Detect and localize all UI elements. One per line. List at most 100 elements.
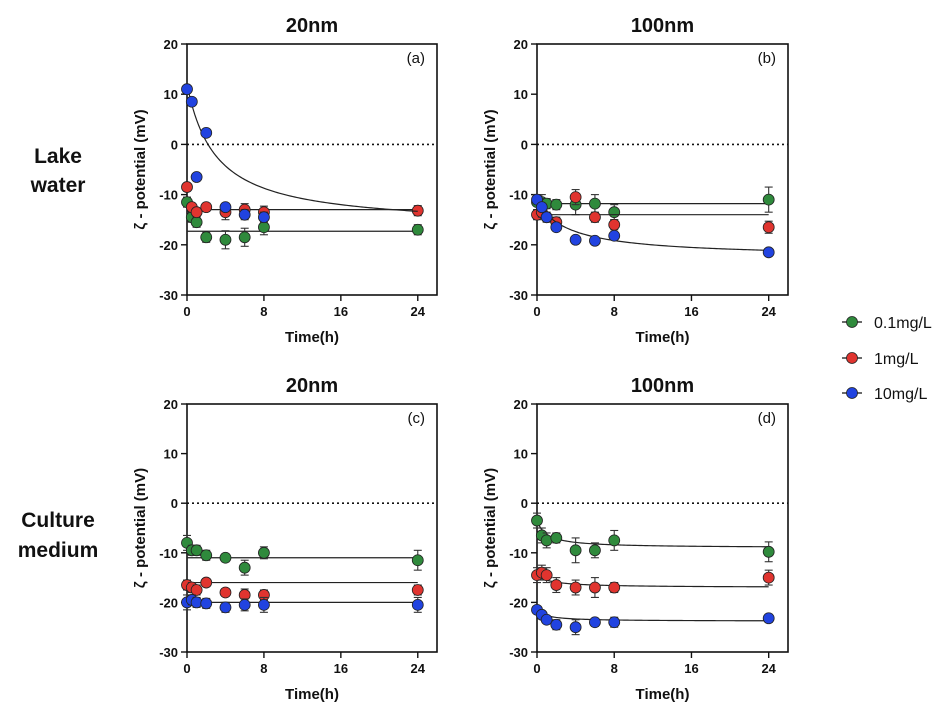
data-point [219, 551, 232, 564]
legend-label-0.1mg/L: 0.1mg/L [874, 315, 932, 332]
y-tick-label: 20 [514, 37, 528, 52]
data-point [550, 221, 563, 234]
data-point [589, 234, 601, 247]
data-point [219, 586, 232, 599]
data-point [569, 233, 582, 246]
series-1mg/L [181, 576, 424, 602]
data-point [200, 576, 213, 589]
panel-title: 20nm [286, 15, 338, 37]
x-tick-label: 24 [411, 304, 426, 319]
x-tick-label: 8 [611, 661, 618, 676]
data-point [762, 612, 775, 625]
y-axis-label: ζ - potential (mV) [132, 109, 149, 229]
data-point [535, 201, 548, 214]
x-axis-label: Time(h) [636, 329, 690, 346]
x-axis-label: Time(h) [285, 686, 339, 703]
y-tick-label: -30 [159, 288, 178, 303]
data-point [258, 598, 270, 611]
data-point [569, 191, 582, 204]
panel-tag: (b) [758, 50, 776, 67]
fit-curve [536, 520, 769, 548]
y-tick-label: 10 [514, 447, 528, 462]
chart-panel-1: 20nm (a) 20 10 0 -10 -20 -30 0 8 16 24 Time(h) ζ - po… [132, 15, 438, 346]
x-tick-label: 0 [183, 661, 190, 676]
panel-tag: (c) [408, 410, 426, 427]
fit-curve [536, 609, 769, 622]
data-point [540, 534, 553, 547]
data-point [762, 193, 775, 206]
data-point [411, 584, 424, 596]
plot-frame [186, 43, 438, 296]
panel-title: 100nm [631, 375, 694, 397]
x-tick-label: 0 [533, 304, 540, 319]
data-point [608, 616, 621, 629]
series-0.1mg/L [531, 512, 775, 564]
data-point [608, 581, 621, 594]
legend-item-1mg/L: 1mg/L [842, 351, 919, 368]
y-tick-label: -20 [159, 595, 178, 610]
series-10mg/L [531, 603, 775, 636]
fit-curve [186, 84, 418, 212]
row-label-lake-line1: Lake [34, 145, 82, 168]
data-point [589, 211, 601, 224]
data-point [569, 621, 582, 634]
x-tick-label: 0 [183, 304, 190, 319]
data-point [540, 613, 553, 626]
x-tick-label: 16 [684, 661, 698, 676]
plot-frame [186, 403, 438, 653]
data-point [411, 223, 424, 236]
x-tick-label: 8 [611, 304, 618, 319]
row-label-medium-line2: medium [18, 539, 99, 562]
series-1mg/L [181, 181, 424, 221]
legend-marker [846, 352, 858, 364]
y-tick-label: -10 [509, 188, 528, 203]
data-point [200, 126, 213, 139]
legend-item-0.1mg/L: 0.1mg/L [842, 315, 932, 332]
data-point [608, 218, 621, 231]
data-point [589, 581, 601, 594]
data-point [540, 211, 553, 224]
panel-title: 100nm [631, 15, 694, 37]
row-label-water-line2: water [30, 174, 86, 197]
y-tick-label: -30 [509, 645, 528, 660]
data-point [181, 83, 193, 96]
data-point [258, 546, 270, 559]
y-tick-label: -10 [159, 546, 178, 561]
fit-curve [536, 201, 769, 251]
data-point [608, 206, 621, 219]
x-axis-label: Time(h) [285, 329, 339, 346]
row-label-culture-line1: Culture [21, 509, 95, 532]
series-0.1mg/L [181, 534, 424, 576]
y-tick-label: -30 [159, 645, 178, 660]
data-point [258, 221, 270, 234]
series-0.1mg/L [181, 196, 424, 250]
plot-frame [536, 403, 789, 653]
y-tick-label: 10 [514, 87, 528, 102]
x-tick-label: 24 [761, 304, 776, 319]
x-tick-label: 16 [334, 304, 348, 319]
data-point [762, 221, 775, 234]
data-point [540, 569, 553, 582]
y-tick-label: -30 [509, 288, 528, 303]
data-point [238, 208, 251, 221]
data-point [550, 618, 563, 631]
y-tick-label: 20 [514, 397, 528, 412]
y-tick-label: 20 [164, 397, 178, 412]
data-point [200, 201, 213, 214]
data-point [762, 246, 775, 259]
y-tick-label: -20 [509, 238, 528, 253]
x-tick-label: 0 [533, 661, 540, 676]
legend: 0.1mg/L 1mg/L 10mg/L [842, 315, 932, 403]
x-tick-label: 8 [260, 304, 267, 319]
series-10mg/L [181, 83, 418, 224]
y-tick-label: 0 [521, 496, 528, 511]
data-point [190, 584, 203, 596]
x-tick-label: 16 [684, 304, 698, 319]
x-tick-label: 24 [411, 661, 426, 676]
legend-item-10mg/L: 10mg/L [842, 386, 927, 403]
data-point [550, 198, 563, 211]
legend-marker [846, 387, 858, 399]
data-point [200, 549, 213, 562]
panel-title: 20nm [286, 375, 338, 397]
